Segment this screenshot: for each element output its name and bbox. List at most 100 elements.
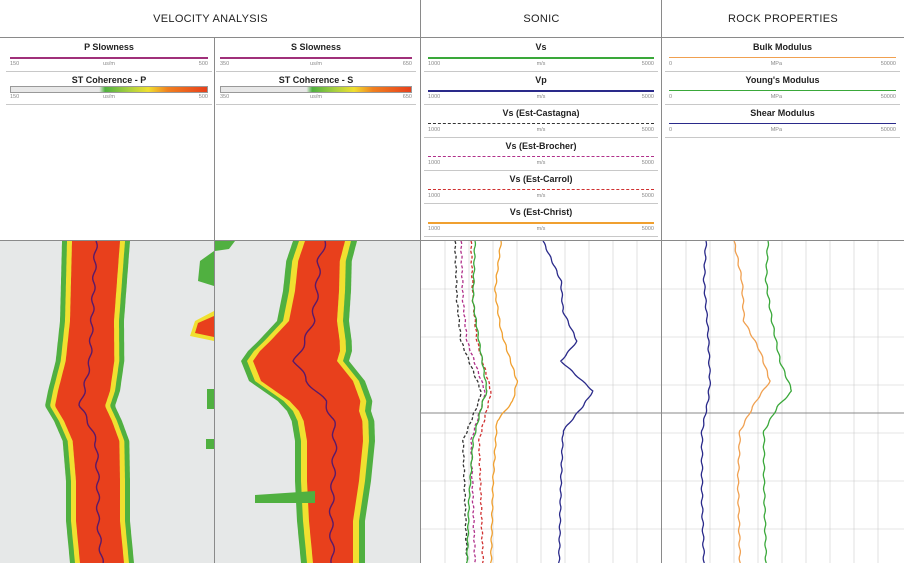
- rock-properties-title: ROCK PROPERTIES: [727, 12, 839, 25]
- coherence-edge-green: [255, 491, 315, 503]
- curve-line: [428, 189, 654, 190]
- velocity-plot-p[interactable]: [0, 241, 214, 563]
- coherence-colorbar: [220, 86, 412, 93]
- curve-line: [428, 57, 654, 59]
- shear-modulus-curve: [700, 241, 712, 563]
- scale-max: 5000: [641, 160, 654, 166]
- curve-scale: 1000 m/s 5000: [428, 127, 654, 133]
- curve-line: [669, 90, 896, 91]
- scale-unit: m/s: [536, 160, 546, 166]
- scale-max: 500: [198, 61, 208, 67]
- scale-min: 1000: [428, 61, 441, 67]
- curve-header-st-coherence-p[interactable]: ST Coherence - P 150 us/m 500: [6, 73, 212, 105]
- scale-unit: MPa: [770, 61, 783, 67]
- curve-scale: 1000 m/s 5000: [428, 160, 654, 166]
- scale-min: 1000: [428, 193, 441, 199]
- scale-min: 0: [669, 94, 673, 100]
- vs-christ-curve: [489, 241, 519, 563]
- curve-name: Vs: [535, 42, 547, 52]
- track-title-velocity-analysis[interactable]: VELOCITY ANALYSIS: [0, 0, 421, 38]
- curve-line: [669, 57, 896, 58]
- scale-unit: us/m: [310, 61, 322, 67]
- scale-max: 5000: [641, 94, 654, 100]
- scale-min: 350: [220, 61, 230, 67]
- curve-header-s-slowness[interactable]: S Slowness 350 us/m 650: [216, 40, 416, 72]
- scale-min: 1000: [428, 160, 441, 166]
- scale-unit: m/s: [536, 94, 546, 100]
- coherence-edge-green: [215, 241, 235, 251]
- scale-min: 150: [10, 61, 20, 67]
- curve-scale: 0 MPa 50000: [669, 94, 896, 100]
- curve-name: Vs (Est-Brocher): [505, 141, 577, 151]
- rock-properties-plot[interactable]: [662, 241, 904, 563]
- curve-scale: 1000 m/s 5000: [428, 193, 654, 199]
- rock-properties-curves-plot: [662, 241, 904, 563]
- sonic-curves-plot: [421, 241, 661, 563]
- curve-header-rock-0[interactable]: Bulk Modulus 0 MPa 50000: [665, 40, 900, 72]
- curve-scale: 350 us/m 650: [220, 61, 412, 67]
- coherence-edge-green: [206, 439, 214, 449]
- curve-scale: 150 us/m 500: [10, 94, 208, 100]
- scale-max: 5000: [641, 61, 654, 67]
- curve-name: ST Coherence - P: [71, 75, 147, 85]
- header-plot-divider: [0, 240, 904, 241]
- curve-name: Young's Modulus: [745, 75, 820, 85]
- curve-scale: 0 MPa 50000: [669, 127, 896, 133]
- vs-curve: [465, 241, 488, 563]
- vs-carrol-curve: [470, 241, 492, 563]
- track-title-sonic[interactable]: SONIC: [421, 0, 662, 38]
- curve-line: [669, 123, 896, 124]
- curve-scale: 1000 m/s 5000: [428, 61, 654, 67]
- coherence-edge-green: [207, 389, 214, 409]
- curve-scale: 0 MPa 50000: [669, 61, 896, 67]
- curve-header-sonic-3[interactable]: Vs (Est-Brocher) 1000 m/s 5000: [424, 139, 658, 171]
- scale-max: 500: [198, 94, 208, 100]
- curve-name: Vp: [535, 75, 547, 85]
- scale-unit: us/m: [103, 94, 115, 100]
- curve-line: [428, 156, 654, 157]
- scale-max: 50000: [880, 94, 896, 100]
- p-slowness-curve: [78, 241, 105, 563]
- curve-line: [428, 222, 654, 224]
- scale-unit: MPa: [770, 127, 783, 133]
- curve-header-sonic-0[interactable]: Vs 1000 m/s 5000: [424, 40, 658, 72]
- curve-header-p-slowness[interactable]: P Slowness 150 us/m 500: [6, 40, 212, 72]
- scale-min: 1000: [428, 226, 441, 232]
- sonic-plot[interactable]: [421, 241, 661, 563]
- curve-name: Vs (Est-Christ): [509, 207, 573, 217]
- curve-header-sonic-4[interactable]: Vs (Est-Carrol) 1000 m/s 5000: [424, 172, 658, 204]
- scale-unit: m/s: [536, 127, 546, 133]
- velocity-plot-s[interactable]: [215, 241, 420, 563]
- scale-max: 650: [402, 61, 412, 67]
- coherence-edge-green: [198, 251, 214, 286]
- scale-min: 1000: [428, 127, 441, 133]
- curve-header-sonic-2[interactable]: Vs (Est-Castagna) 1000 m/s 5000: [424, 106, 658, 138]
- curve-header-rock-1[interactable]: Young's Modulus 0 MPa 50000: [665, 73, 900, 105]
- curve-name: Bulk Modulus: [753, 42, 812, 52]
- scale-unit: m/s: [536, 226, 546, 232]
- curve-line: [428, 123, 654, 124]
- curve-name: S Slowness: [290, 42, 342, 52]
- curve-name: Vs (Est-Carrol): [509, 174, 573, 184]
- curve-header-sonic-1[interactable]: Vp 1000 m/s 5000: [424, 73, 658, 105]
- curve-scale: 1000 m/s 5000: [428, 94, 654, 100]
- curve-line: [220, 57, 412, 59]
- curve-header-rock-2[interactable]: Shear Modulus 0 MPa 50000: [665, 106, 900, 138]
- curve-line: [10, 57, 208, 59]
- scale-min: 0: [669, 61, 673, 67]
- curve-scale: 150 us/m 500: [10, 61, 208, 67]
- curve-name: Shear Modulus: [750, 108, 815, 118]
- curve-name: Vs (Est-Castagna): [502, 108, 580, 118]
- curve-header-st-coherence-s[interactable]: ST Coherence - S 350 us/m 650: [216, 73, 416, 105]
- scale-max: 5000: [641, 226, 654, 232]
- scale-unit: m/s: [536, 193, 546, 199]
- scale-min: 1000: [428, 94, 441, 100]
- s-slowness-curve: [292, 241, 338, 563]
- vs-castagna-curve: [454, 241, 482, 563]
- track-title-rock-properties[interactable]: ROCK PROPERTIES: [662, 0, 904, 38]
- curve-header-sonic-5[interactable]: Vs (Est-Christ) 1000 m/s 5000: [424, 205, 658, 237]
- scale-max: 5000: [641, 127, 654, 133]
- scale-min: 0: [669, 127, 673, 133]
- lane-divider: [214, 38, 215, 563]
